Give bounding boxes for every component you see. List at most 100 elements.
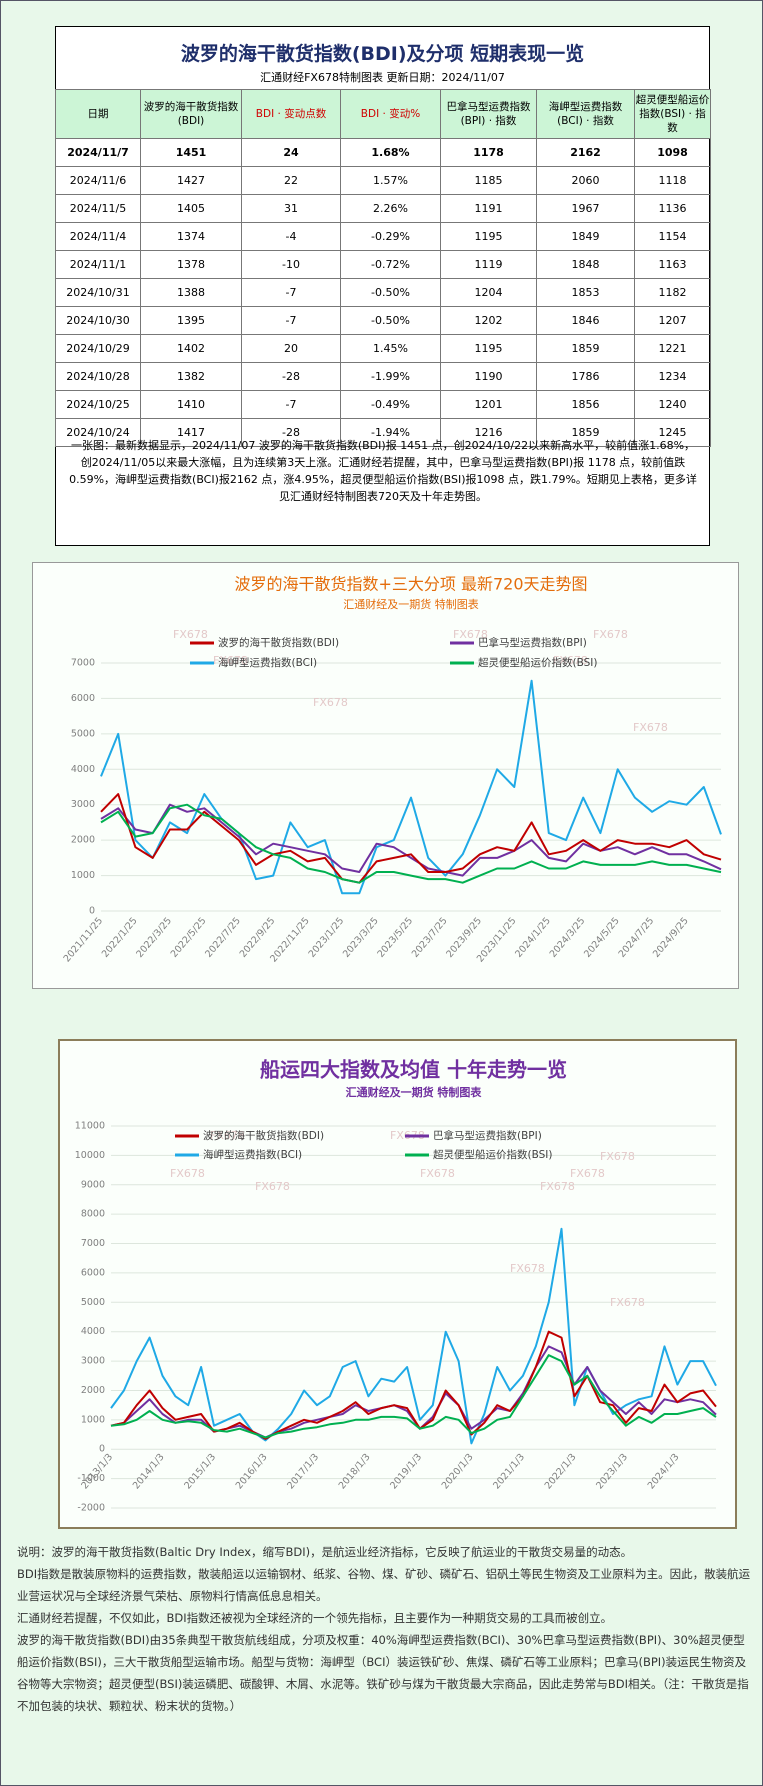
y-tick-label: 0	[89, 906, 95, 917]
x-tick-label: 2017/1/3	[285, 1452, 321, 1492]
y-tick-label: 10000	[75, 1150, 105, 1161]
table-row: 2024/11/1 1378 -10 -0.72% 1119 1848 1163	[55, 250, 711, 279]
watermark: FX678	[313, 696, 348, 709]
header-cell: 波罗的海干散货指数(BDI)	[140, 89, 242, 139]
table-cell: 1405	[140, 194, 242, 223]
table-cell: -10	[241, 250, 341, 279]
watermark: FX678	[170, 1167, 205, 1180]
table-cell: -1.94%	[340, 418, 441, 447]
header-cell: 巴拿马型运费指数(BPI) · 指数	[440, 89, 537, 139]
watermark: FX678	[173, 628, 208, 641]
table-cell: 1395	[140, 306, 242, 335]
x-tick-label: 2024/9/25	[651, 915, 691, 959]
legend-label: 超灵便型船运价指数(BSI)	[478, 656, 597, 669]
note-paragraph: 汇通财经若提醒，不仅如此，BDI指数还被视为全球经济的一个领先指标，且主要作为一…	[17, 1611, 613, 1625]
y-tick-label: 11000	[75, 1121, 105, 1132]
watermark: FX678	[600, 1150, 635, 1163]
chart-subtitle: 汇通财经及一期货 特制图表	[343, 597, 479, 611]
series-line	[100, 803, 722, 884]
table-cell: 1410	[140, 390, 242, 419]
table-cell: 1221	[634, 334, 711, 363]
header-cell: 超灵便型船运价指数(BSI) · 指数	[634, 89, 711, 139]
table-cell: 1.45%	[340, 334, 441, 363]
series-line	[110, 1354, 717, 1439]
watermark: FX678	[593, 628, 628, 641]
y-tick-label: 7000	[71, 658, 95, 669]
x-tick-label: 2014/1/3	[131, 1452, 167, 1492]
series-line	[100, 803, 722, 877]
series-line	[100, 793, 722, 884]
y-tick-label: 8000	[81, 1209, 105, 1220]
table-cell: -7	[241, 306, 341, 335]
table-cell: 2162	[536, 138, 635, 167]
y-tick-label: -2000	[77, 1503, 105, 1514]
table-cell: 2060	[536, 166, 635, 195]
table-cell: 1098	[634, 138, 711, 167]
y-tick-label: 7000	[81, 1238, 105, 1249]
watermark: FX678	[213, 654, 248, 667]
table-cell: -4	[241, 222, 341, 251]
table-cell: 1374	[140, 222, 242, 251]
watermark: FX678	[210, 1129, 245, 1142]
chart-title: 波罗的海干散货指数+三大分项 最新720天走势图	[234, 575, 587, 594]
table-cell: 1382	[140, 362, 242, 391]
table-cell: 1185	[440, 166, 537, 195]
note-paragraph: 波罗的海干散货指数(BDI)由35条典型干散货航线组成，分项及权重：40%海岬型…	[17, 1633, 749, 1713]
page-title: 波罗的海干散货指数(BDI)及分项 短期表现一览	[180, 43, 585, 65]
y-tick-label: 2000	[71, 835, 95, 846]
table-row: 2024/10/25 1410 -7 -0.49% 1201 1856 1240	[55, 390, 711, 419]
y-tick-label: 4000	[71, 764, 95, 775]
x-tick-label: 2018/1/3	[337, 1452, 373, 1492]
x-tick-label: 2019/1/3	[388, 1452, 424, 1492]
legend-label: 波罗的海干散货指数(BDI)	[218, 636, 339, 649]
note-paragraph: 说明：波罗的海干散货指数(Baltic Dry Index，缩写BDI)，是航运…	[17, 1545, 633, 1559]
table-cell: 1154	[634, 222, 711, 251]
table-cell: 1191	[440, 194, 537, 223]
table-cell: 1848	[536, 250, 635, 279]
y-tick-label: 6000	[71, 693, 95, 704]
table-cell: 1451	[140, 138, 242, 167]
notes: 说明：波罗的海干散货指数(Baltic Dry Index，缩写BDI)，是航运…	[17, 1541, 752, 1717]
table-cell: 1136	[634, 194, 711, 223]
table-cell: 1388	[140, 278, 242, 307]
table-cell: 1846	[536, 306, 635, 335]
table-cell: 1234	[634, 362, 711, 391]
table-cell: 1195	[440, 222, 537, 251]
table-cell: 1178	[440, 138, 537, 167]
x-tick-label: 2021/11/25	[62, 915, 106, 964]
table-cell: -0.50%	[340, 278, 441, 307]
table-cell: 1202	[440, 306, 537, 335]
x-tick-label: 2013/1/3	[79, 1452, 115, 1492]
y-tick-label: 0	[99, 1444, 105, 1455]
y-tick-label: 6000	[81, 1267, 105, 1278]
x-tick-label: 2024/1/3	[646, 1452, 682, 1492]
note-paragraph: BDI指数是散装原物料的运费指数，散装船运以运输钢材、纸浆、谷物、煤、矿砂、磷矿…	[17, 1567, 751, 1603]
table-cell: 1245	[634, 418, 711, 447]
table-cell: 1240	[634, 390, 711, 419]
x-tick-label: 2016/1/3	[234, 1452, 270, 1492]
header-cell: 日期	[55, 89, 141, 139]
table-cell: 1378	[140, 250, 242, 279]
y-tick-label: 5000	[81, 1297, 105, 1308]
table-cell: 1853	[536, 278, 635, 307]
table-cell: 2024/10/28	[55, 362, 141, 391]
header-cell: BDI · 变动点数	[241, 89, 341, 139]
legend-label: 超灵便型船运价指数(BSI)	[433, 1148, 552, 1161]
chart-title: 船运四大指数及均值 十年走势一览	[260, 1058, 567, 1082]
y-tick-label: -1000	[77, 1473, 105, 1484]
table-cell: 2024/11/4	[55, 222, 141, 251]
legend-label: 巴拿马型运费指数(BPI)	[433, 1129, 542, 1142]
table-cell: 1204	[440, 278, 537, 307]
watermark: FX678	[420, 1167, 455, 1180]
legend-label: 波罗的海干散货指数(BDI)	[203, 1129, 324, 1142]
series-line	[110, 1227, 717, 1445]
table-row: 2024/10/31 1388 -7 -0.50% 1204 1853 1182	[55, 278, 711, 307]
y-tick-label: 1000	[81, 1414, 105, 1425]
x-tick-label: 2023/1/3	[594, 1452, 630, 1492]
x-tick-label: 2022/1/3	[543, 1452, 579, 1492]
watermark: FX678	[540, 1180, 575, 1193]
table-cell: 1417	[140, 418, 242, 447]
legend-label: 巴拿马型运费指数(BPI)	[478, 636, 587, 649]
